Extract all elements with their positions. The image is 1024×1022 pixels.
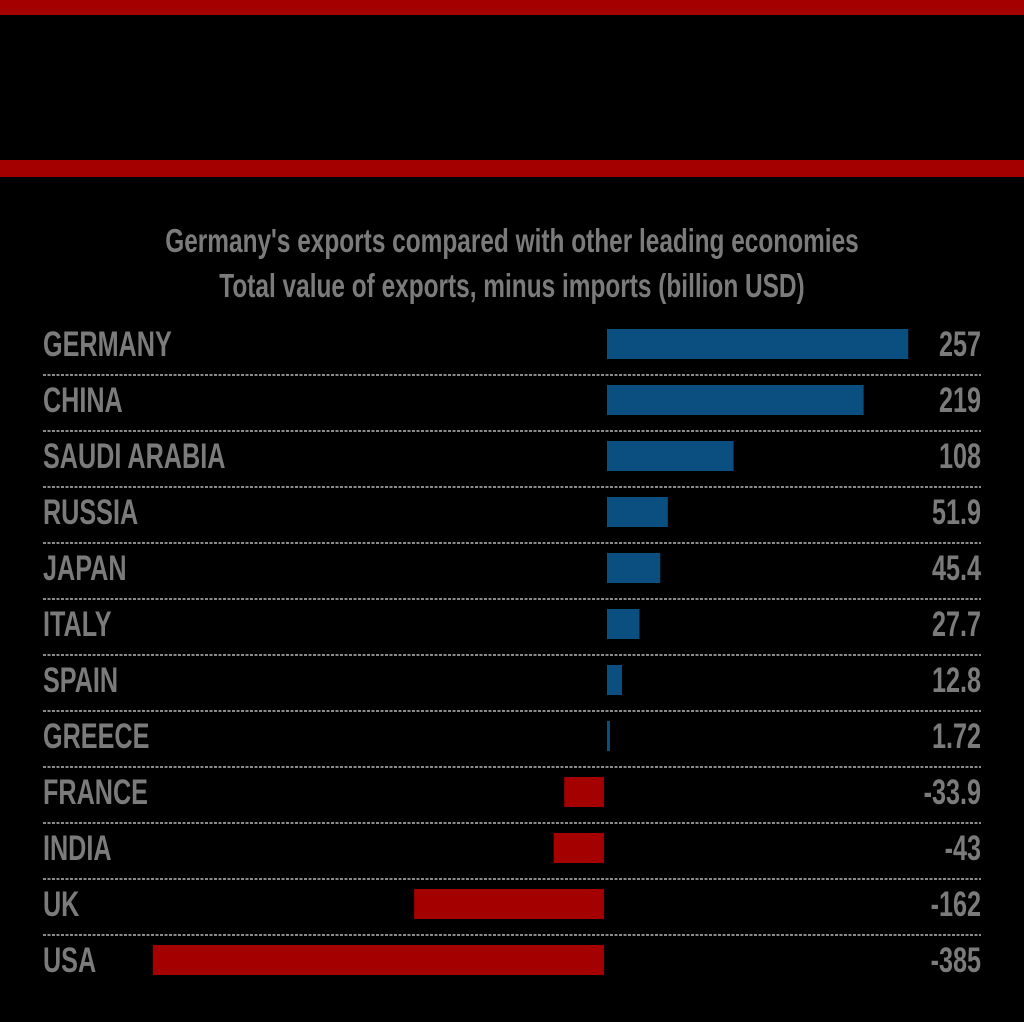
category-label: SPAIN [43, 661, 118, 700]
category-label: SAUDI ARABIA [43, 437, 225, 476]
category-label: INDIA [43, 829, 112, 868]
bar-russia [607, 497, 668, 527]
value-label: -162 [931, 885, 981, 924]
category-label: GERMANY [43, 325, 172, 364]
value-label: 45.4 [932, 549, 981, 588]
value-label: 12.8 [932, 661, 981, 700]
value-label: -43 [945, 829, 981, 868]
category-label: RUSSIA [43, 493, 138, 532]
category-label: FRANCE [43, 773, 148, 812]
bar-greece [607, 721, 610, 751]
value-label: 219 [939, 381, 981, 420]
top-band [0, 0, 1024, 15]
bar-china [607, 385, 864, 415]
category-label: ITALY [43, 605, 112, 644]
value-label: -33.9 [924, 773, 981, 812]
category-label: GREECE [43, 717, 149, 756]
category-label: CHINA [43, 381, 123, 420]
chart-title: Germany's exports compared with other le… [165, 224, 859, 260]
category-label: UK [43, 885, 79, 924]
bar-japan [607, 553, 661, 583]
chart-subtitle: Total value of exports, minus imports (b… [219, 269, 804, 305]
bar-usa [152, 945, 604, 975]
category-label: USA [43, 941, 96, 980]
middle-band [0, 160, 1024, 177]
value-label: 257 [939, 325, 981, 364]
bar-uk [414, 889, 604, 919]
bar-italy [607, 609, 640, 639]
value-label: 108 [939, 437, 981, 476]
bar-germany [607, 329, 909, 359]
bar-saudi-arabia [607, 441, 734, 471]
value-label: 1.72 [932, 717, 981, 756]
value-label: 27.7 [932, 605, 981, 644]
bar-india [553, 833, 604, 863]
bar-france [564, 777, 604, 807]
bar-spain [607, 665, 623, 695]
value-label: -385 [931, 941, 981, 980]
value-label: 51.9 [932, 493, 981, 532]
category-label: JAPAN [43, 549, 127, 588]
